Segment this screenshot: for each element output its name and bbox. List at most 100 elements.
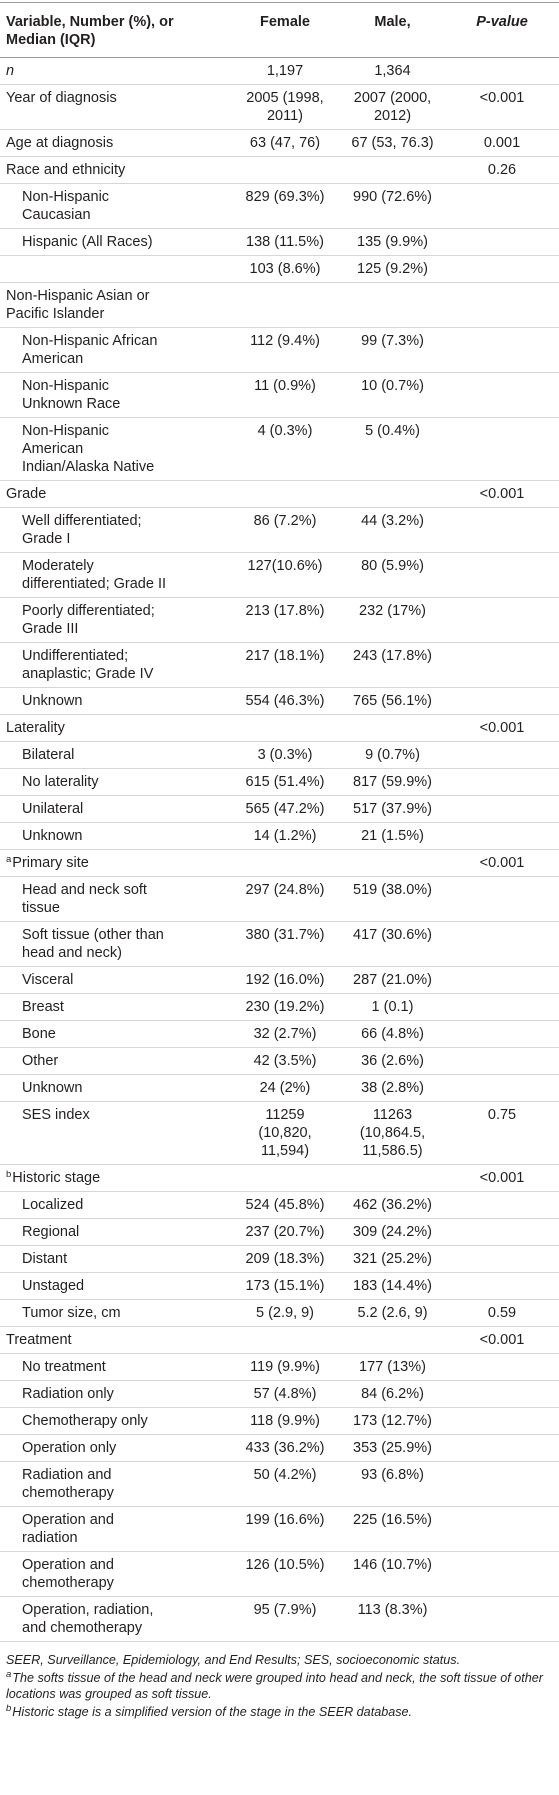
cell-p: [445, 1461, 559, 1507]
cell-female: 199 (16.6%): [230, 1506, 340, 1552]
cell-male: 44 (3.2%): [340, 507, 445, 553]
table-row: bHistoric stage <0.001: [0, 1164, 559, 1192]
cell-male: 417 (30.6%): [340, 921, 445, 967]
cell-female: 565 (47.2%): [230, 795, 340, 823]
label-text: Non-Hispanic Asian or Pacific Islander: [6, 288, 150, 322]
row-label: Non-Hispanic Unknown Race: [0, 372, 230, 418]
footnote: SEER, Surveillance, Epidemiology, and En…: [6, 1652, 553, 1668]
cell-p: [445, 1434, 559, 1462]
label-text: Non-Hispanic African American: [22, 333, 158, 367]
cell-p: [445, 1407, 559, 1435]
row-label: Non-Hispanic Caucasian: [0, 183, 230, 229]
cell-male: [340, 1164, 445, 1192]
table-row: aPrimary site <0.001: [0, 849, 559, 877]
cell-female: 119 (9.9%): [230, 1353, 340, 1381]
table-row: Distant 209 (18.3%) 321 (25.2%): [0, 1245, 559, 1273]
cell-female: 63 (47, 76): [230, 129, 340, 157]
cell-female: 209 (18.3%): [230, 1245, 340, 1273]
label-text: Operation and radiation: [22, 1512, 114, 1546]
table-row: Non-Hispanic Caucasian 829 (69.3%) 990 (72…: [0, 183, 559, 229]
cell-male: 38 (2.8%): [340, 1074, 445, 1102]
label-text: Breast: [22, 999, 64, 1015]
cell-male: 10 (0.7%): [340, 372, 445, 418]
cell-male: 36 (2.6%): [340, 1047, 445, 1075]
cell-female: [230, 480, 340, 508]
label-text: Non-Hispanic Caucasian: [22, 189, 110, 223]
cell-female: 57 (4.8%): [230, 1380, 340, 1408]
cell-female: 3 (0.3%): [230, 741, 340, 769]
cell-p: [445, 1353, 559, 1381]
cell-p: [445, 282, 559, 328]
cell-male: 113 (8.3%): [340, 1596, 445, 1642]
cell-female: 213 (17.8%): [230, 597, 340, 643]
label-text: Hispanic (All Races): [22, 234, 153, 250]
cell-p: [445, 741, 559, 769]
row-label: Moderately differentiated; Grade II: [0, 552, 230, 598]
cell-p: [445, 993, 559, 1021]
label-text: Non-Hispanic Unknown Race: [22, 378, 121, 412]
label-text: Historic stage: [12, 1170, 101, 1186]
cell-female: 42 (3.5%): [230, 1047, 340, 1075]
table-row: Bone 32 (2.7%) 66 (4.8%): [0, 1020, 559, 1048]
row-label: Localized: [0, 1191, 230, 1219]
footnote-marker: a: [6, 1669, 12, 1680]
row-label: Hispanic (All Races): [0, 228, 230, 256]
table-row: No treatment 119 (9.9%) 177 (13%): [0, 1353, 559, 1381]
cell-female: 103 (8.6%): [230, 255, 340, 283]
cell-p: [445, 327, 559, 373]
header-cell: Male,: [340, 2, 445, 58]
cell-male: 353 (25.9%): [340, 1434, 445, 1462]
cell-p: <0.001: [445, 1326, 559, 1354]
label-text: Poorly differentiated; Grade III: [22, 603, 155, 637]
cell-female: 11 (0.9%): [230, 372, 340, 418]
row-label: Non-Hispanic Asian or Pacific Islander: [0, 282, 230, 328]
cell-p: [445, 1506, 559, 1552]
cell-p: [445, 1596, 559, 1642]
cell-female: [230, 1164, 340, 1192]
header-row: Variable, Number (%), or Median (IQR) Fe…: [0, 2, 559, 58]
table-row: Undifferentiated; anaplastic; Grade IV 21…: [0, 642, 559, 688]
table-row: Head and neck soft tissue 297 (24.8%) 519 …: [0, 876, 559, 922]
footnote-marker: a: [6, 854, 12, 865]
cell-male: [340, 849, 445, 877]
table-row: Breast 230 (19.2%) 1 (0.1): [0, 993, 559, 1021]
table-row: Grade <0.001: [0, 480, 559, 508]
cell-p: 0.59: [445, 1299, 559, 1327]
row-label: [0, 255, 230, 283]
cell-male: 2007 (2000, 2012): [340, 84, 445, 130]
row-label: Operation and chemotherapy: [0, 1551, 230, 1597]
cell-p: [445, 795, 559, 823]
label-text: Primary site: [12, 855, 89, 871]
cell-female: 4 (0.3%): [230, 417, 340, 481]
cell-female: 380 (31.7%): [230, 921, 340, 967]
row-label: Grade: [0, 480, 230, 508]
table-row: Non-Hispanic African American 112 (9.4%) 9…: [0, 327, 559, 373]
label-text: No laterality: [22, 774, 99, 790]
label-text: Moderately differentiated; Grade II: [22, 558, 167, 592]
label-text: Radiation only: [22, 1386, 114, 1402]
row-label: Tumor size, cm: [0, 1299, 230, 1327]
cell-female: 24 (2%): [230, 1074, 340, 1102]
cell-female: 50 (4.2%): [230, 1461, 340, 1507]
cell-p: [445, 966, 559, 994]
cell-male: 21 (1.5%): [340, 822, 445, 850]
cell-male: 11263 (10,864.5, 11,586.5): [340, 1101, 445, 1165]
label-text: Chemotherapy only: [22, 1413, 148, 1429]
label-text: Bilateral: [22, 747, 75, 763]
cell-male: 66 (4.8%): [340, 1020, 445, 1048]
row-label: Poorly differentiated; Grade III: [0, 597, 230, 643]
table-row: Laterality <0.001: [0, 714, 559, 742]
cell-female: 5 (2.9, 9): [230, 1299, 340, 1327]
table-row: Bilateral 3 (0.3%) 9 (0.7%): [0, 741, 559, 769]
row-label: No treatment: [0, 1353, 230, 1381]
cell-male: 9 (0.7%): [340, 741, 445, 769]
table-row: Chemotherapy only 118 (9.9%) 173 (12.7%): [0, 1407, 559, 1435]
row-label: Well differentiated; Grade I: [0, 507, 230, 553]
table-row: Radiation only 57 (4.8%) 84 (6.2%): [0, 1380, 559, 1408]
cell-p: <0.001: [445, 84, 559, 130]
cell-p: <0.001: [445, 480, 559, 508]
row-label: No laterality: [0, 768, 230, 796]
label-text: Other: [22, 1053, 59, 1069]
row-label: Undifferentiated; anaplastic; Grade IV: [0, 642, 230, 688]
